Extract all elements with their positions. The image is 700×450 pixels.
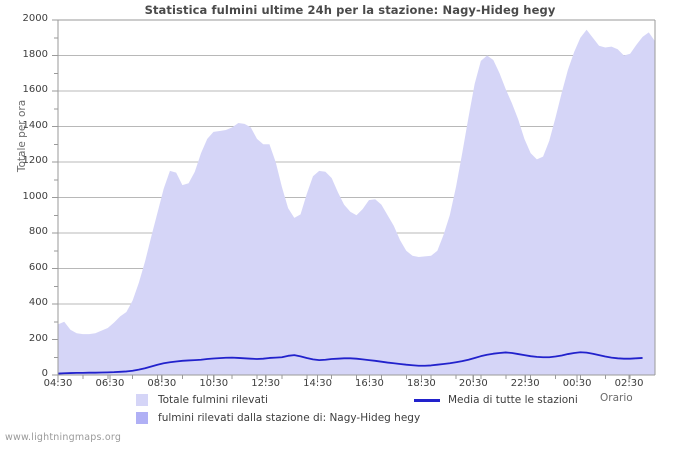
- x-tick-label: 02:30: [614, 378, 644, 389]
- legend-swatch-station: [136, 412, 148, 424]
- legend-swatch-total: [136, 394, 148, 406]
- y-tick-label: 200: [28, 332, 48, 344]
- legend-label-average: Media di tutte le stazioni: [448, 394, 578, 406]
- x-tick-label: 16:30: [355, 378, 384, 389]
- x-tick-label: 14:30: [303, 378, 332, 389]
- legend-item-station: fulmini rilevati dalla stazione di: Nagy…: [136, 412, 420, 424]
- y-tick-label: 2000: [22, 13, 48, 24]
- legend-item-total: Totale fulmini rilevati: [136, 394, 268, 406]
- y-tick-label: 600: [28, 261, 48, 273]
- y-tick-label: 1800: [22, 48, 48, 60]
- x-tick-label: 06:30: [95, 378, 125, 389]
- legend-line-average: [414, 398, 440, 402]
- chart-title: Statistica fulmini ultime 24h per la sta…: [144, 3, 556, 17]
- x-tick-label: 00:30: [562, 378, 592, 389]
- x-tick-label: 22:30: [510, 378, 540, 389]
- y-tick-label: 1400: [22, 119, 48, 131]
- x-tick-label: 08:30: [147, 378, 177, 389]
- y-tick-label: 1000: [22, 190, 48, 202]
- x-tick-label: 20:30: [458, 378, 488, 389]
- y-tick-label: 400: [28, 297, 48, 308]
- legend-label-total: Totale fulmini rilevati: [158, 394, 268, 406]
- chart-legend: Totale fulmini rilevati fulmini rilevati…: [0, 390, 700, 435]
- watermark: www.lightningmaps.org: [5, 432, 122, 443]
- x-tick-label: 12:30: [251, 378, 281, 389]
- y-tick-label: 800: [28, 226, 48, 237]
- y-tick-label: 1200: [22, 155, 48, 166]
- x-tick-label: 04:30: [43, 378, 73, 389]
- x-tick-label: 10:30: [199, 378, 229, 389]
- legend-label-station: fulmini rilevati dalla stazione di: Nagy…: [158, 412, 421, 424]
- y-tick-label: 0: [41, 368, 48, 379]
- y-tick-label: 1600: [22, 84, 48, 95]
- x-tick-label: 18:30: [406, 378, 436, 389]
- legend-item-average: Media di tutte le stazioni: [414, 394, 578, 406]
- x-axis-title: Orario: [600, 392, 633, 404]
